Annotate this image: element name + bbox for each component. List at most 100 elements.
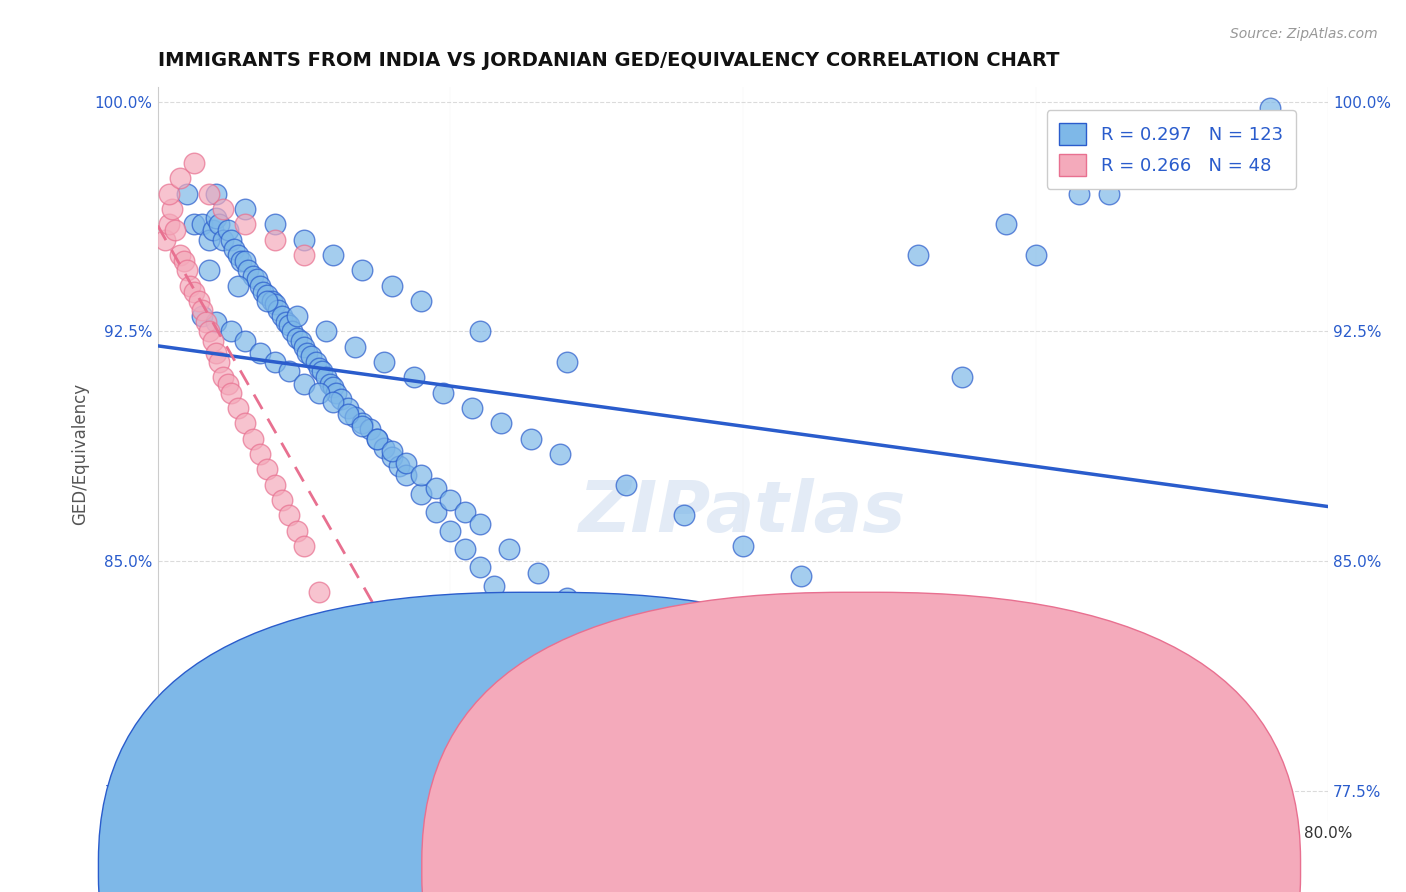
Point — [366, 432, 388, 446]
Point — [585, 707, 607, 722]
Point — [315, 370, 337, 384]
Point — [373, 355, 395, 369]
Point — [263, 233, 285, 247]
Point — [219, 325, 242, 339]
Point — [950, 370, 973, 384]
Point — [235, 254, 257, 268]
Point — [409, 487, 432, 501]
Point — [409, 293, 432, 308]
Point — [366, 768, 388, 782]
Point — [183, 285, 205, 299]
Point — [703, 707, 725, 722]
Point — [1258, 101, 1281, 115]
Point — [285, 309, 308, 323]
Point — [235, 417, 257, 431]
Point — [183, 217, 205, 231]
Point — [409, 784, 432, 798]
Point — [205, 346, 228, 360]
Point — [425, 481, 447, 495]
Point — [614, 477, 637, 491]
Point — [359, 422, 381, 436]
Point — [153, 233, 176, 247]
Point — [176, 263, 198, 277]
Point — [381, 278, 404, 293]
Point — [395, 468, 418, 483]
Point — [432, 385, 454, 400]
Point — [519, 432, 541, 446]
Point — [205, 211, 228, 226]
Point — [352, 419, 374, 434]
Text: IMMIGRANTS FROM INDIA VS JORDANIAN GED/EQUIVALENCY CORRELATION CHART: IMMIGRANTS FROM INDIA VS JORDANIAN GED/E… — [157, 51, 1059, 70]
Point — [512, 707, 534, 722]
Point — [439, 768, 461, 782]
Point — [198, 325, 221, 339]
Point — [235, 334, 257, 348]
Point — [198, 186, 221, 201]
Point — [804, 768, 827, 782]
Point — [190, 303, 212, 318]
Point — [242, 432, 264, 446]
Text: ZIPatlas: ZIPatlas — [579, 478, 907, 548]
Point — [271, 309, 294, 323]
Point — [217, 376, 239, 391]
Point — [731, 539, 754, 553]
Point — [409, 468, 432, 483]
Point — [278, 318, 301, 333]
Point — [169, 171, 191, 186]
Point — [205, 315, 228, 329]
Point — [439, 524, 461, 538]
Point — [311, 364, 333, 378]
Point — [336, 407, 359, 421]
Point — [352, 263, 374, 277]
Point — [322, 395, 344, 409]
Point — [373, 441, 395, 455]
Point — [263, 355, 285, 369]
Point — [285, 524, 308, 538]
Point — [454, 541, 477, 556]
Point — [491, 417, 513, 431]
Point — [557, 591, 579, 605]
Point — [454, 505, 477, 519]
Point — [336, 676, 359, 690]
Point — [849, 600, 872, 615]
Point — [336, 401, 359, 415]
Point — [395, 456, 418, 470]
Point — [249, 278, 271, 293]
Point — [229, 254, 252, 268]
Point — [1142, 156, 1164, 170]
Point — [256, 462, 278, 476]
Point — [557, 676, 579, 690]
Point — [439, 492, 461, 507]
Point — [761, 830, 783, 844]
Point — [179, 278, 201, 293]
Text: Immigrants from India: Immigrants from India — [562, 859, 742, 874]
Point — [194, 315, 217, 329]
Point — [498, 541, 520, 556]
Point — [305, 355, 328, 369]
Point — [263, 217, 285, 231]
Point — [217, 223, 239, 237]
Point — [157, 186, 180, 201]
Point — [790, 569, 813, 583]
Point — [1098, 186, 1121, 201]
Point — [157, 217, 180, 231]
Point — [673, 508, 696, 523]
Point — [352, 417, 374, 431]
Point — [238, 263, 260, 277]
Point — [190, 217, 212, 231]
Point — [222, 242, 245, 256]
Point — [512, 615, 534, 630]
Point — [1024, 248, 1046, 262]
Y-axis label: GED/Equivalency: GED/Equivalency — [72, 383, 89, 525]
Point — [292, 248, 315, 262]
Point — [381, 444, 404, 458]
Point — [187, 293, 209, 308]
Point — [482, 579, 505, 593]
Point — [205, 186, 228, 201]
Point — [285, 330, 308, 344]
Point — [198, 233, 221, 247]
Point — [468, 560, 491, 574]
Point — [425, 505, 447, 519]
Point — [557, 355, 579, 369]
Point — [190, 309, 212, 323]
